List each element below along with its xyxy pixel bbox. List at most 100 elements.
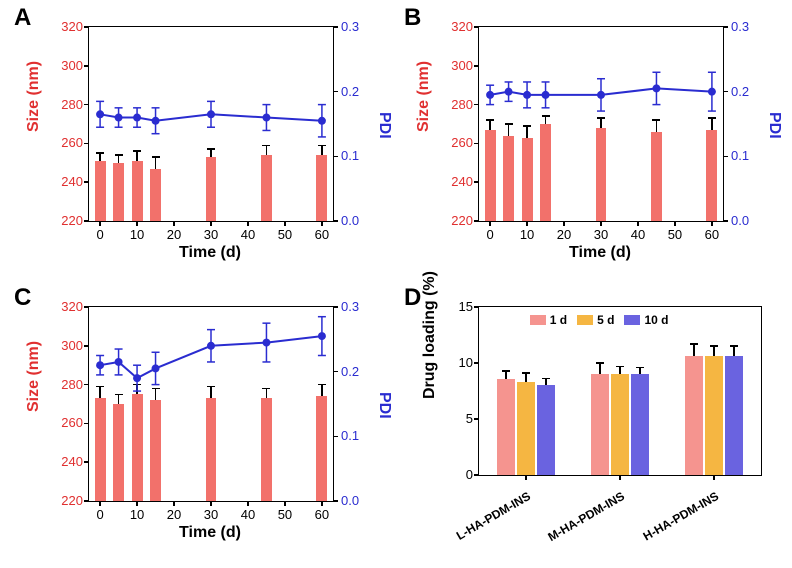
pdi-marker [486, 91, 494, 99]
ytick-right: 0.2 [341, 364, 371, 379]
xtick: 50 [661, 227, 689, 242]
panel-D: D 051015L-HA-PDM-INSM-HA-PDM-INSH-HA-PDM-… [400, 286, 780, 556]
xtick: 60 [308, 227, 336, 242]
ytick-right: 0.0 [341, 213, 371, 228]
panel-label-C: C [14, 284, 31, 312]
category-label: L-HA-PDM-INS [431, 489, 533, 556]
drug-loading-bar [517, 382, 535, 475]
xtick: 30 [197, 227, 225, 242]
xtick: 10 [513, 227, 541, 242]
ytick-left: 220 [49, 493, 83, 508]
ytick-left: 320 [49, 19, 83, 34]
ytick-left: 260 [49, 415, 83, 430]
pdi-marker [133, 374, 141, 382]
xtick: 60 [308, 507, 336, 522]
x-axis-label: Time (d) [88, 524, 332, 542]
pdi-marker [652, 84, 660, 92]
ytick: 15 [447, 299, 473, 314]
x-axis-label: Time (d) [478, 244, 722, 262]
xtick: 0 [86, 227, 114, 242]
xtick: 40 [624, 227, 652, 242]
ytick-left: 300 [49, 338, 83, 353]
ytick: 10 [447, 355, 473, 370]
pdi-marker [262, 339, 270, 347]
drug-loading-bar [497, 379, 515, 475]
pdi-marker [318, 117, 326, 125]
y-axis-label-left: Size (nm) [415, 112, 433, 132]
panel-A: A 2202402602803003200.00.10.20.3010203040… [10, 6, 390, 276]
plot-frame: 2202402602803003200.00.10.20.30102030405… [88, 306, 334, 502]
y-axis-label-right: PDI [765, 112, 783, 132]
x-axis-label: Time (d) [88, 244, 332, 262]
ytick-left: 220 [439, 213, 473, 228]
y-axis-label-left: Size (nm) [25, 112, 43, 132]
xtick: 0 [86, 507, 114, 522]
panel-label-B: B [404, 4, 421, 32]
ytick-right: 0.3 [341, 19, 371, 34]
xtick: 10 [123, 227, 151, 242]
pdi-marker [708, 88, 716, 96]
drug-loading-bar [611, 374, 629, 475]
ytick-right: 0.2 [731, 84, 761, 99]
ytick: 0 [447, 467, 473, 482]
panel-label-D: D [404, 284, 421, 312]
pdi-marker [115, 358, 123, 366]
xtick: 30 [587, 227, 615, 242]
ytick-left: 280 [49, 377, 83, 392]
xtick: 50 [271, 507, 299, 522]
drug-loading-bar [725, 356, 743, 475]
pdi-marker [96, 361, 104, 369]
ytick-right: 0.0 [731, 213, 761, 228]
ytick-left: 300 [49, 58, 83, 73]
ytick-right: 0.0 [341, 493, 371, 508]
legend-text: 1 d [550, 313, 567, 327]
xtick: 60 [698, 227, 726, 242]
pdi-marker [115, 114, 123, 122]
ytick-right: 0.1 [731, 148, 761, 163]
xtick: 0 [476, 227, 504, 242]
pdi-marker [152, 364, 160, 372]
pdi-marker [523, 91, 531, 99]
xtick: 20 [550, 227, 578, 242]
ytick-left: 260 [439, 135, 473, 150]
legend-item: 1 d [530, 313, 567, 327]
xtick: 40 [234, 227, 262, 242]
drug-loading-bar [685, 356, 703, 475]
legend-text: 5 d [597, 313, 614, 327]
xtick: 30 [197, 507, 225, 522]
legend: 1 d 5 d 10 d [530, 313, 679, 328]
xtick: 10 [123, 507, 151, 522]
drug-loading-bar [631, 374, 649, 475]
ytick-left: 280 [49, 97, 83, 112]
ytick: 5 [447, 411, 473, 426]
ytick-left: 240 [49, 454, 83, 469]
ytick-left: 280 [439, 97, 473, 112]
ytick-left: 300 [439, 58, 473, 73]
xtick: 50 [271, 227, 299, 242]
ytick-left: 260 [49, 135, 83, 150]
y-axis-label-left: Size (nm) [25, 392, 43, 412]
drug-loading-bar [537, 385, 555, 475]
ytick-left: 240 [439, 174, 473, 189]
xtick: 20 [160, 507, 188, 522]
plot-frame: 051015L-HA-PDM-INSM-HA-PDM-INSH-HA-PDM-I… [478, 306, 762, 476]
pdi-marker [96, 110, 104, 118]
y-axis-label-right: PDI [375, 112, 393, 132]
y-axis-label-right: PDI [375, 392, 393, 412]
ytick-right: 0.1 [341, 148, 371, 163]
plot-frame: 2202402602803003200.00.10.20.30102030405… [88, 26, 334, 222]
pdi-marker [262, 114, 270, 122]
ytick-right: 0.3 [731, 19, 761, 34]
pdi-marker [133, 114, 141, 122]
panel-B: B 220 240 260 280 300 320 0.0 0.1 0.2 0.3 0 10 20 30 40… [400, 6, 780, 276]
y-axis-label: Drug loading (%) [421, 379, 439, 399]
ytick-left: 220 [49, 213, 83, 228]
pdi-marker [542, 91, 550, 99]
ytick-left: 320 [439, 19, 473, 34]
legend-text: 10 d [644, 313, 668, 327]
ytick-left: 320 [49, 299, 83, 314]
panel-label-A: A [14, 4, 31, 32]
ytick-right: 0.1 [341, 428, 371, 443]
pdi-marker [318, 332, 326, 340]
category-label: M-HA-PDM-INS [525, 489, 627, 556]
